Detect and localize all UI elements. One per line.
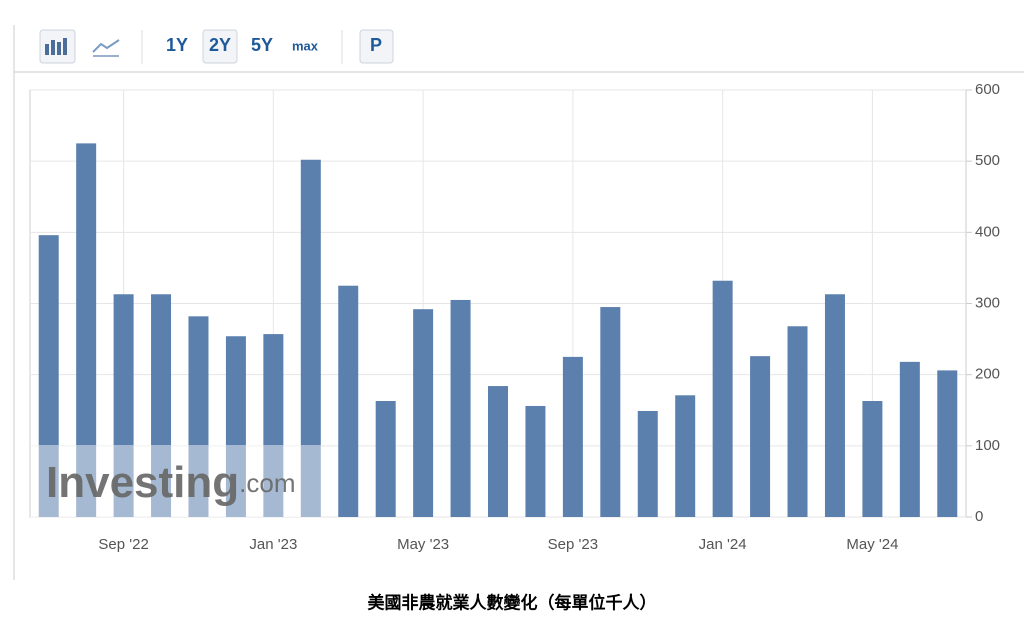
p-button[interactable]: P <box>370 35 382 55</box>
bar <box>113 294 134 517</box>
bar <box>525 405 546 517</box>
bar <box>937 370 958 517</box>
bar <box>263 334 284 517</box>
y-tick-label: 500 <box>975 152 1000 169</box>
x-tick-label: Sep '23 <box>548 536 598 553</box>
range-button[interactable]: 1Y <box>166 35 188 55</box>
line-chart-button[interactable] <box>92 39 120 53</box>
y-tick-label: 0 <box>975 508 983 525</box>
toolbar: 1Y 2Y 5Y max P <box>39 29 394 64</box>
watermark-bg <box>31 445 321 517</box>
bar <box>712 280 733 517</box>
x-tick-label: Jan '24 <box>699 536 747 553</box>
watermark: Investing.com <box>46 458 296 507</box>
bar <box>76 143 97 517</box>
bar <box>862 400 883 517</box>
bar <box>450 299 471 517</box>
y-tick-label: 100 <box>975 437 1000 454</box>
x-tick-label: May '24 <box>846 536 898 553</box>
bar <box>600 307 621 517</box>
y-tick-label: 600 <box>975 81 1000 98</box>
bar <box>675 395 696 517</box>
range-button[interactable]: max <box>292 38 319 53</box>
p-button-bg <box>359 29 394 64</box>
range-button[interactable]: 2Y <box>209 35 231 55</box>
bar <box>151 294 172 517</box>
bar <box>338 285 359 517</box>
icon <box>57 42 61 55</box>
bar <box>225 336 246 517</box>
y-tick-label: 300 <box>975 294 1000 311</box>
bar <box>787 326 808 517</box>
y-tick-label: 200 <box>975 366 1000 383</box>
icon <box>63 38 67 55</box>
bar <box>188 316 209 517</box>
watermark-suffix: .com <box>239 468 295 498</box>
bar <box>637 410 658 517</box>
icon <box>51 40 55 55</box>
watermark-brand: Investing <box>46 458 239 507</box>
bar <box>824 294 845 517</box>
caption: 美國非農就業人數變化（每單位千人） <box>368 592 657 612</box>
icon <box>45 44 49 55</box>
bar <box>488 386 508 517</box>
x-tick-label: May '23 <box>397 536 449 553</box>
bar <box>375 400 396 517</box>
bar <box>562 356 583 517</box>
y-tick-label: 400 <box>975 223 1000 240</box>
range-button[interactable]: 5Y <box>251 35 273 55</box>
bar <box>413 309 434 517</box>
x-tick-label: Jan '23 <box>249 536 297 553</box>
bar <box>300 159 321 517</box>
bar <box>899 361 920 517</box>
bar <box>750 356 771 517</box>
range-button-bg <box>202 29 238 64</box>
x-tick-label: Sep '22 <box>98 536 148 553</box>
bar <box>38 235 59 517</box>
